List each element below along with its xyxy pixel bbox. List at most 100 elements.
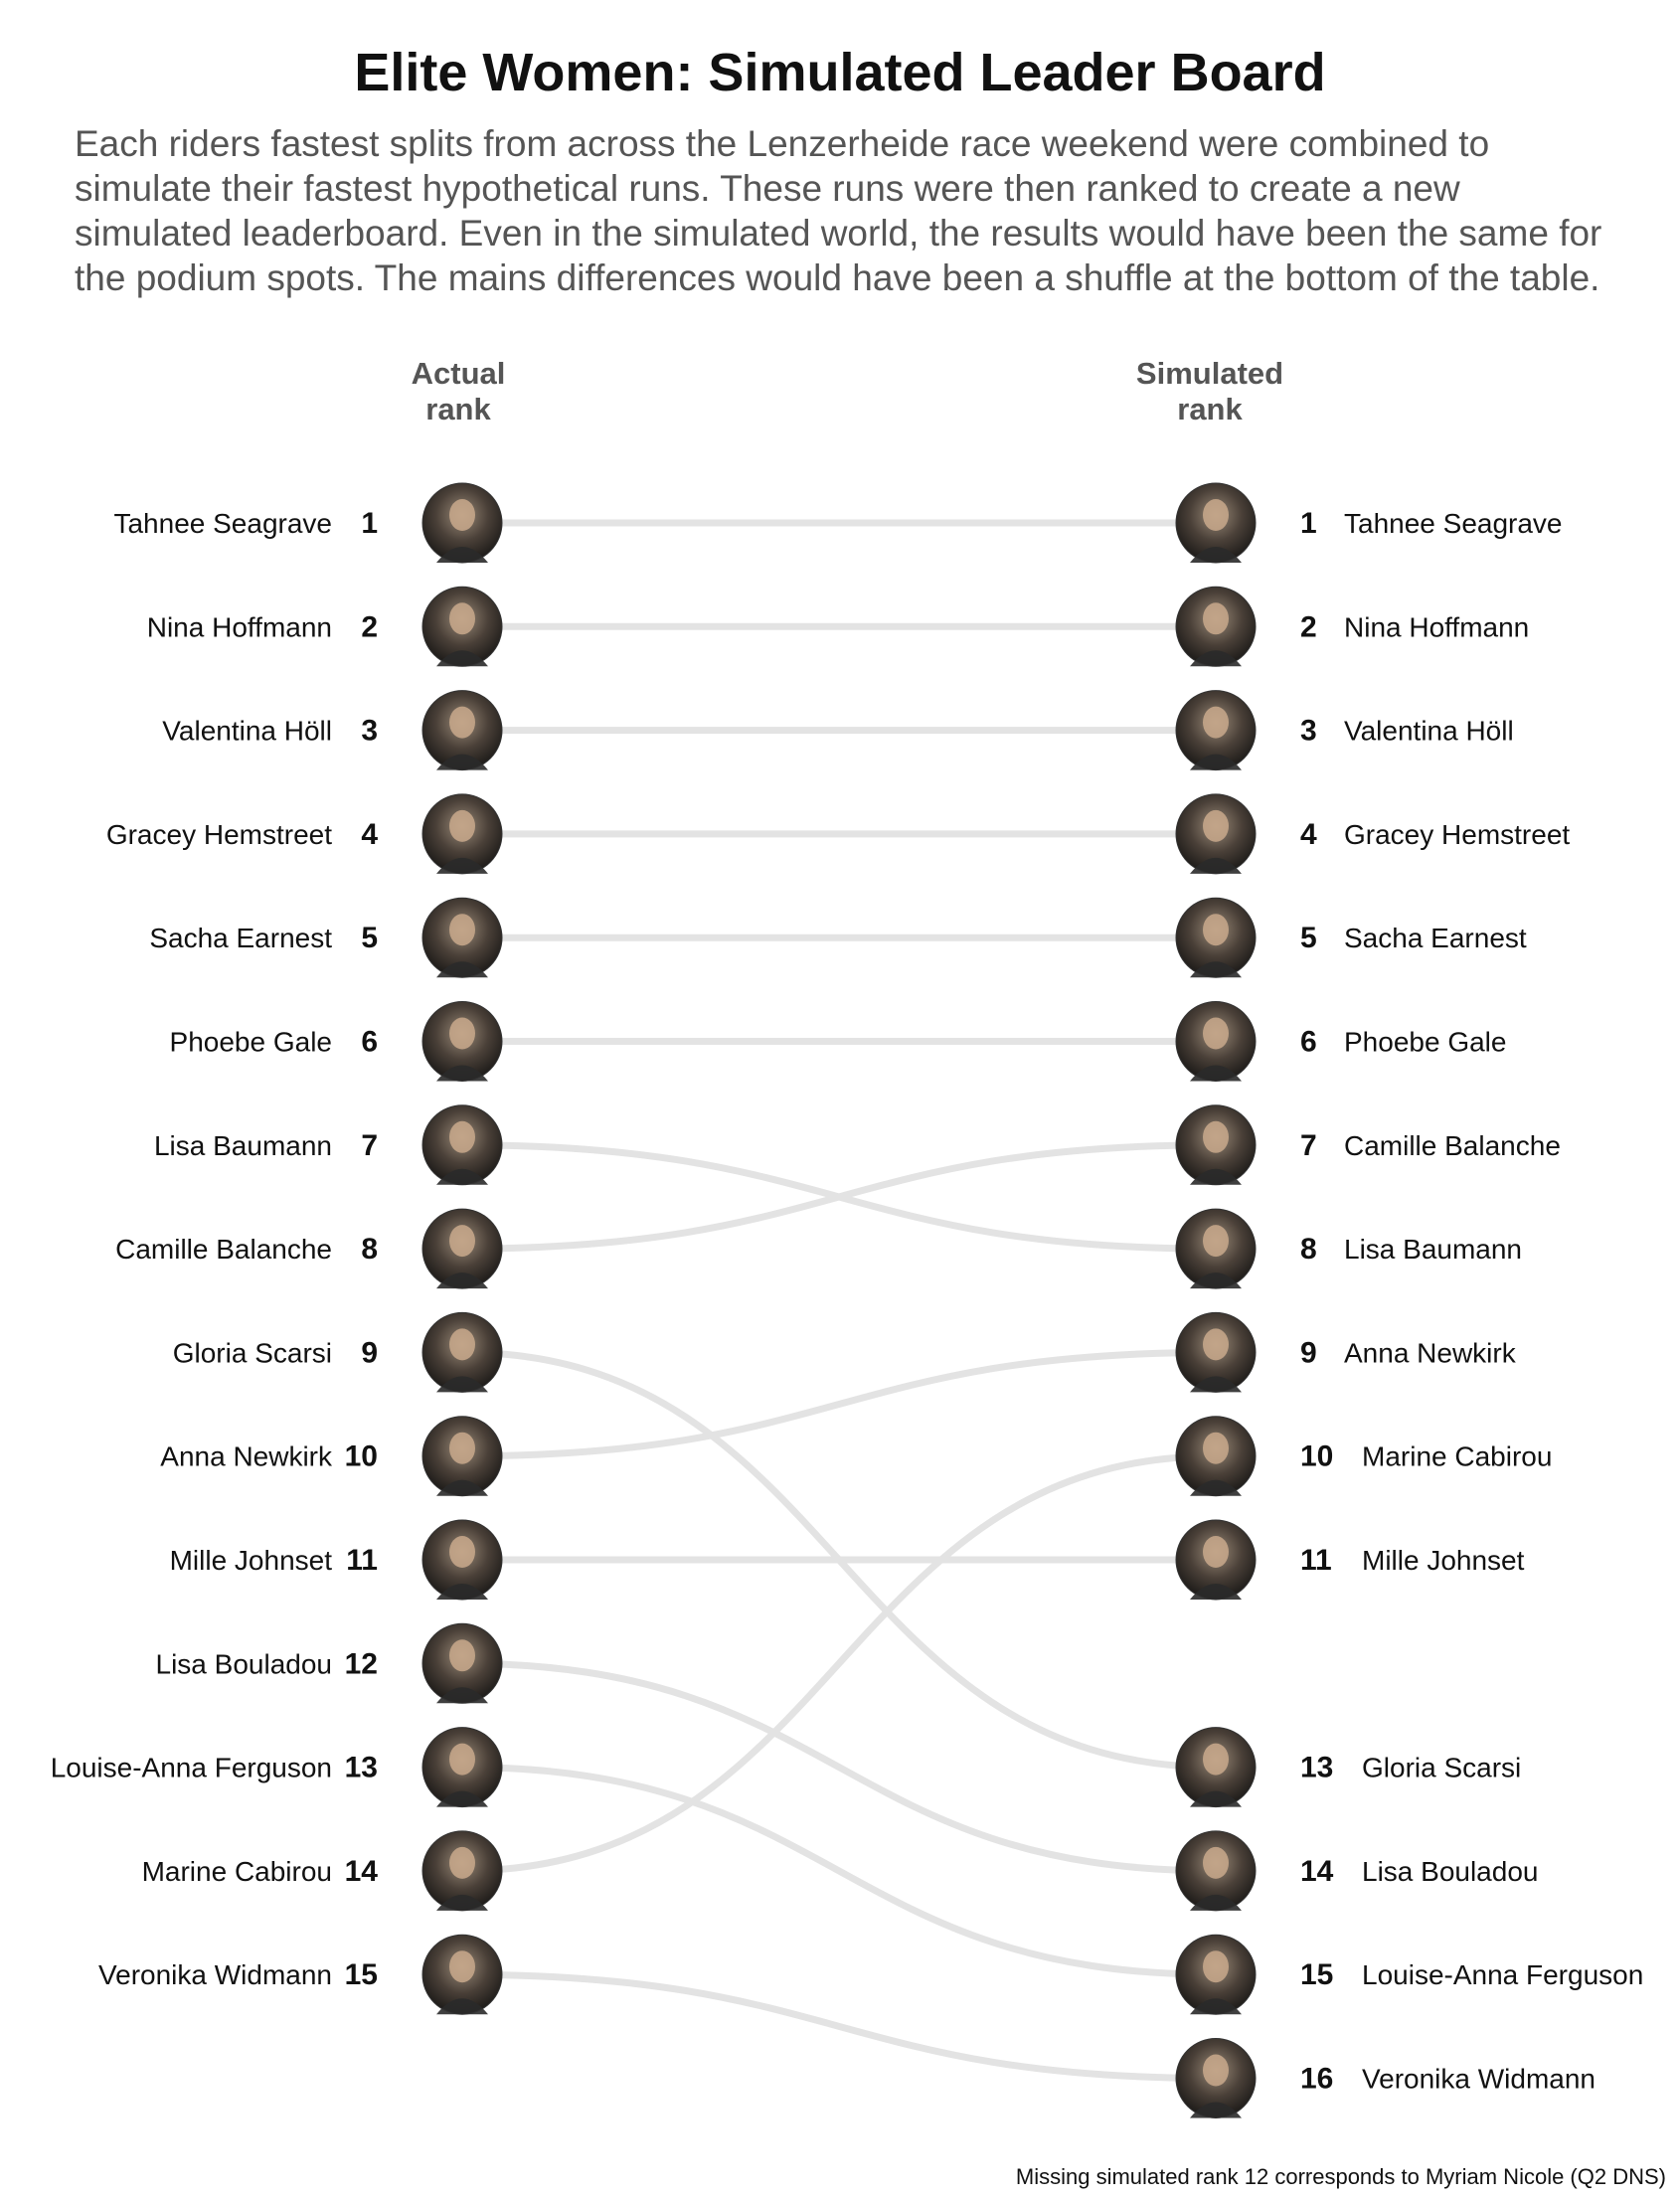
rider-avatar <box>1175 897 1257 978</box>
simulated-rider-name: Valentina Höll <box>1344 716 1514 747</box>
rider-avatar <box>1175 482 1257 564</box>
simulated-rider-name: Anna Newkirk <box>1344 1337 1517 1368</box>
actual-rider-name: Mille Johnset <box>170 1545 333 1576</box>
actual-rank-label: 14 <box>345 1855 379 1888</box>
actual-rank-label: 6 <box>361 1026 378 1059</box>
rider-avatar <box>1175 793 1257 875</box>
actual-rank-label: 10 <box>345 1440 378 1473</box>
header-line: Actual <box>411 356 506 391</box>
actual-rider-name: Anna Newkirk <box>160 1441 333 1472</box>
actual-rank-header: Actual rank <box>329 356 588 427</box>
simulated-rider-name: Phoebe Gale <box>1344 1027 1506 1058</box>
simulated-rank-label: 11 <box>1300 1544 1332 1577</box>
actual-rider-name: Marine Cabirou <box>142 1856 332 1887</box>
rider-avatar <box>421 1519 503 1601</box>
simulated-rank-label: 16 <box>1300 2063 1333 2096</box>
simulated-rank-label: 3 <box>1300 715 1317 748</box>
rider-avatar <box>421 1001 503 1082</box>
rider-avatar <box>1175 690 1257 771</box>
actual-rider-name: Lisa Baumann <box>154 1130 332 1161</box>
actual-rider-name: Camille Balanche <box>115 1234 332 1265</box>
rider-avatar <box>1175 1519 1257 1601</box>
actual-rank-label: 15 <box>345 1958 378 1991</box>
actual-rider-name: Gloria Scarsi <box>173 1337 332 1368</box>
rider-avatar <box>421 482 503 564</box>
connector-line <box>458 1452 1220 1875</box>
rider-avatar <box>421 1311 503 1393</box>
header-line: rank <box>1177 392 1243 426</box>
simulated-rank-label: 15 <box>1300 1958 1333 1991</box>
rider-avatar <box>421 1622 503 1704</box>
connector-line <box>458 1970 1220 2082</box>
simulated-rider-name: Tahnee Seagrave <box>1344 508 1563 539</box>
simulated-rank-label: 6 <box>1300 1026 1317 1059</box>
actual-rank-label: 4 <box>361 818 378 851</box>
simulated-rider-name: Camille Balanche <box>1344 1130 1561 1161</box>
rider-avatar <box>1175 1208 1257 1289</box>
connector-lines <box>458 519 1220 2082</box>
simulated-rank-label: 1 <box>1300 507 1317 540</box>
simulated-rider-name: Mille Johnset <box>1362 1545 1525 1576</box>
simulated-rider-name: Gracey Hemstreet <box>1344 819 1570 850</box>
chart-subtitle: Each riders fastest splits from across t… <box>75 123 1602 298</box>
actual-rank-label: 8 <box>361 1233 378 1266</box>
simulated-rank-label: 5 <box>1300 922 1317 954</box>
actual-rank-label: 11 <box>346 1544 378 1577</box>
simulated-rank-label: 4 <box>1300 818 1317 851</box>
actual-rider-name: Lisa Bouladou <box>156 1648 332 1679</box>
actual-rider-name: Nina Hoffmann <box>147 611 332 642</box>
rider-avatar <box>421 897 503 978</box>
actual-rank-label: 5 <box>361 922 378 954</box>
simulated-rank-label: 7 <box>1300 1129 1317 1162</box>
simulated-rider-name: Lisa Bouladou <box>1362 1856 1538 1887</box>
simulated-rank-header: Simulated rank <box>1081 356 1339 427</box>
actual-rank-label: 3 <box>361 715 378 748</box>
rider-avatar <box>421 1727 503 1808</box>
rider-avatar <box>1175 586 1257 667</box>
actual-rider-name: Veronika Widmann <box>98 1959 332 1990</box>
rider-avatar <box>1175 2038 1257 2118</box>
rider-avatar <box>1175 1104 1257 1186</box>
simulated-rider-name: Lisa Baumann <box>1344 1234 1522 1265</box>
rider-avatar <box>421 1934 503 2015</box>
simulated-rank-label: 13 <box>1300 1752 1333 1784</box>
actual-rider-name: Tahnee Seagrave <box>113 508 332 539</box>
rider-avatar <box>421 1830 503 1912</box>
rider-avatar <box>421 1208 503 1289</box>
rider-avatar <box>1175 1727 1257 1808</box>
simulated-rider-name: Sacha Earnest <box>1344 923 1527 953</box>
connector-line <box>458 1348 1220 1460</box>
actual-rank-label: 7 <box>361 1129 378 1162</box>
actual-rider-name: Gracey Hemstreet <box>106 819 332 850</box>
rider-avatar <box>1175 1830 1257 1912</box>
simulated-rider-name: Veronika Widmann <box>1362 2064 1596 2095</box>
simulated-rider-name: Louise-Anna Ferguson <box>1362 1959 1643 1990</box>
actual-rider-name: Phoebe Gale <box>170 1027 332 1058</box>
rider-avatar <box>1175 1311 1257 1393</box>
rider-avatar <box>1175 1416 1257 1497</box>
simulated-rider-name: Gloria Scarsi <box>1362 1753 1521 1783</box>
simulated-rank-column: 1 Tahnee Seagrave 2 Nina Hoffmann 3 Valentina… <box>1175 482 1643 2118</box>
actual-rank-column: Tahnee Seagrave 1 Nina Hoffmann 2 Valentina … <box>51 482 503 2015</box>
actual-rider-name: Louise-Anna Ferguson <box>51 1753 332 1783</box>
actual-rank-label: 9 <box>361 1336 378 1369</box>
simulated-rider-name: Nina Hoffmann <box>1344 611 1529 642</box>
simulated-rank-label: 9 <box>1300 1336 1317 1369</box>
rider-avatar <box>421 1104 503 1186</box>
simulated-rank-label: 2 <box>1300 610 1317 643</box>
simulated-rider-name: Marine Cabirou <box>1362 1441 1552 1472</box>
actual-rank-label: 12 <box>345 1647 378 1680</box>
actual-rider-name: Sacha Earnest <box>149 923 332 953</box>
rider-avatar <box>421 793 503 875</box>
simulated-rank-label: 8 <box>1300 1233 1317 1266</box>
simulated-rank-label: 10 <box>1300 1440 1333 1473</box>
rider-avatar <box>421 690 503 771</box>
actual-rank-label: 1 <box>361 507 378 540</box>
connector-line <box>458 1141 1220 1253</box>
actual-rank-label: 2 <box>361 610 378 643</box>
chart-title: Elite Women: Simulated Leader Board <box>354 43 1326 102</box>
rider-avatar <box>1175 1001 1257 1082</box>
actual-rank-label: 13 <box>345 1752 378 1784</box>
header-line: Simulated <box>1135 356 1284 391</box>
